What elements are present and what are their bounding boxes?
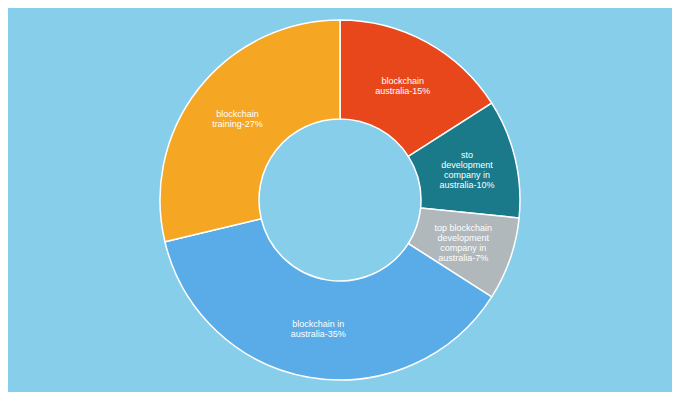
svg-text:blockchaintraining-27%: blockchaintraining-27% [212,109,263,129]
svg-text:blockchainaustralia-15%: blockchainaustralia-15% [375,76,430,96]
svg-text:blockchain inaustralia-35%: blockchain inaustralia-35% [291,319,346,339]
svg-text:top blockchaindevelopmentcompa: top blockchaindevelopmentcompany inaustr… [435,223,493,263]
svg-text:stodevelopmentcompany inaustra: stodevelopmentcompany inaustralia-10% [439,150,494,190]
